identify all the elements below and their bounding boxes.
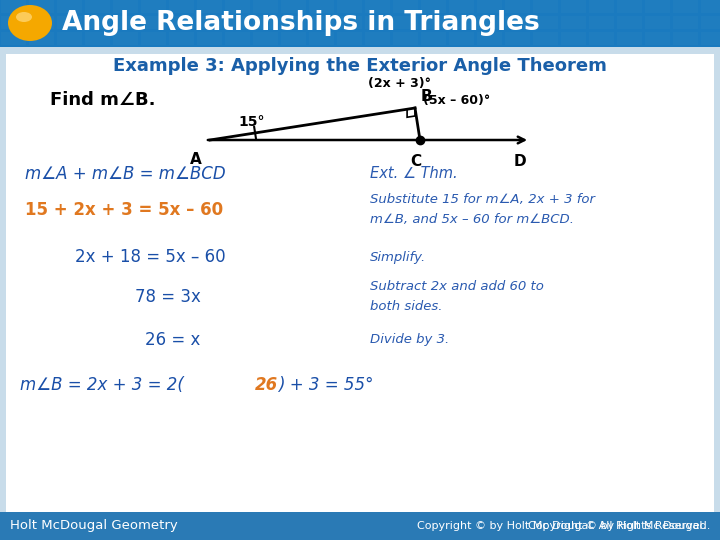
Text: m∠A + m∠B = m∠BCD: m∠A + m∠B = m∠BCD	[25, 165, 225, 183]
Text: (2x + 3)°: (2x + 3)°	[368, 77, 431, 90]
Text: 15°: 15°	[238, 115, 264, 129]
FancyBboxPatch shape	[617, 0, 642, 13]
FancyBboxPatch shape	[673, 16, 698, 29]
FancyBboxPatch shape	[533, 16, 558, 29]
Text: Divide by 3.: Divide by 3.	[370, 334, 449, 347]
FancyBboxPatch shape	[113, 32, 138, 45]
FancyBboxPatch shape	[6, 54, 714, 512]
FancyBboxPatch shape	[253, 16, 278, 29]
FancyBboxPatch shape	[309, 0, 334, 13]
FancyBboxPatch shape	[561, 16, 586, 29]
FancyBboxPatch shape	[29, 0, 54, 13]
Text: Angle Relationships in Triangles: Angle Relationships in Triangles	[62, 10, 540, 36]
FancyBboxPatch shape	[57, 0, 82, 13]
Text: B: B	[421, 89, 433, 104]
FancyBboxPatch shape	[673, 32, 698, 45]
FancyBboxPatch shape	[645, 16, 670, 29]
FancyBboxPatch shape	[449, 32, 474, 45]
FancyBboxPatch shape	[309, 16, 334, 29]
FancyBboxPatch shape	[309, 32, 334, 45]
Text: ) + 3 = 55°: ) + 3 = 55°	[278, 376, 374, 394]
Text: Ext. ∠ Thm.: Ext. ∠ Thm.	[370, 166, 458, 181]
Text: D: D	[513, 154, 526, 169]
FancyBboxPatch shape	[365, 0, 390, 13]
FancyBboxPatch shape	[645, 32, 670, 45]
FancyBboxPatch shape	[281, 16, 306, 29]
FancyBboxPatch shape	[533, 0, 558, 13]
FancyBboxPatch shape	[365, 16, 390, 29]
FancyBboxPatch shape	[169, 32, 194, 45]
FancyBboxPatch shape	[29, 16, 54, 29]
FancyBboxPatch shape	[281, 0, 306, 13]
FancyBboxPatch shape	[337, 16, 362, 29]
FancyBboxPatch shape	[169, 16, 194, 29]
FancyBboxPatch shape	[85, 16, 110, 29]
FancyBboxPatch shape	[85, 0, 110, 13]
Text: 26 = x: 26 = x	[145, 331, 200, 349]
Text: Simplify.: Simplify.	[370, 251, 426, 264]
Text: 2x + 18 = 5x – 60: 2x + 18 = 5x – 60	[75, 248, 225, 266]
FancyBboxPatch shape	[113, 0, 138, 13]
FancyBboxPatch shape	[589, 16, 614, 29]
Text: 15 + 2x + 3 = 5x – 60: 15 + 2x + 3 = 5x – 60	[25, 201, 223, 219]
Text: 78 = 3x: 78 = 3x	[135, 288, 201, 306]
Text: Find m∠B.: Find m∠B.	[50, 91, 156, 109]
FancyBboxPatch shape	[281, 32, 306, 45]
Text: m∠B = 2x + 3 = 2(: m∠B = 2x + 3 = 2(	[20, 376, 184, 394]
FancyBboxPatch shape	[337, 32, 362, 45]
FancyBboxPatch shape	[477, 16, 502, 29]
FancyBboxPatch shape	[421, 0, 446, 13]
FancyBboxPatch shape	[225, 0, 250, 13]
FancyBboxPatch shape	[477, 0, 502, 13]
FancyBboxPatch shape	[169, 0, 194, 13]
FancyBboxPatch shape	[393, 0, 418, 13]
FancyBboxPatch shape	[197, 16, 222, 29]
FancyBboxPatch shape	[113, 16, 138, 29]
FancyBboxPatch shape	[477, 32, 502, 45]
FancyBboxPatch shape	[1, 0, 26, 13]
Text: Holt McDougal Geometry: Holt McDougal Geometry	[10, 519, 178, 532]
FancyBboxPatch shape	[673, 0, 698, 13]
FancyBboxPatch shape	[617, 16, 642, 29]
FancyBboxPatch shape	[85, 32, 110, 45]
FancyBboxPatch shape	[57, 32, 82, 45]
Text: Example 3: Applying the Exterior Angle Theorem: Example 3: Applying the Exterior Angle T…	[113, 57, 607, 75]
FancyBboxPatch shape	[253, 32, 278, 45]
FancyBboxPatch shape	[0, 0, 720, 47]
FancyBboxPatch shape	[393, 16, 418, 29]
FancyBboxPatch shape	[1, 32, 26, 45]
Text: Copyright © by Holt Mc Dougal. All Rights Reserved.: Copyright © by Holt Mc Dougal. All Right…	[417, 521, 710, 531]
FancyBboxPatch shape	[1, 16, 26, 29]
FancyBboxPatch shape	[505, 16, 530, 29]
FancyBboxPatch shape	[337, 0, 362, 13]
FancyBboxPatch shape	[141, 32, 166, 45]
FancyBboxPatch shape	[141, 0, 166, 13]
FancyBboxPatch shape	[701, 0, 720, 13]
FancyBboxPatch shape	[701, 32, 720, 45]
FancyBboxPatch shape	[561, 0, 586, 13]
FancyBboxPatch shape	[505, 32, 530, 45]
Ellipse shape	[8, 5, 52, 41]
Text: Subtract 2x and add 60 to
both sides.: Subtract 2x and add 60 to both sides.	[370, 280, 544, 314]
FancyBboxPatch shape	[533, 32, 558, 45]
Text: Copyright © by Holt Mc Dougal.: Copyright © by Holt Mc Dougal.	[528, 521, 710, 531]
FancyBboxPatch shape	[505, 0, 530, 13]
FancyBboxPatch shape	[141, 16, 166, 29]
FancyBboxPatch shape	[197, 32, 222, 45]
FancyBboxPatch shape	[29, 32, 54, 45]
FancyBboxPatch shape	[561, 32, 586, 45]
FancyBboxPatch shape	[701, 16, 720, 29]
FancyBboxPatch shape	[645, 0, 670, 13]
FancyBboxPatch shape	[589, 32, 614, 45]
Text: C: C	[410, 154, 422, 169]
Text: (5x – 60)°: (5x – 60)°	[423, 94, 490, 107]
Ellipse shape	[16, 12, 32, 22]
FancyBboxPatch shape	[449, 0, 474, 13]
FancyBboxPatch shape	[421, 16, 446, 29]
FancyBboxPatch shape	[365, 32, 390, 45]
FancyBboxPatch shape	[225, 16, 250, 29]
FancyBboxPatch shape	[589, 0, 614, 13]
Text: Substitute 15 for m∠A, 2x + 3 for
m∠B, and 5x – 60 for m∠BCD.: Substitute 15 for m∠A, 2x + 3 for m∠B, a…	[370, 193, 595, 226]
FancyBboxPatch shape	[393, 32, 418, 45]
